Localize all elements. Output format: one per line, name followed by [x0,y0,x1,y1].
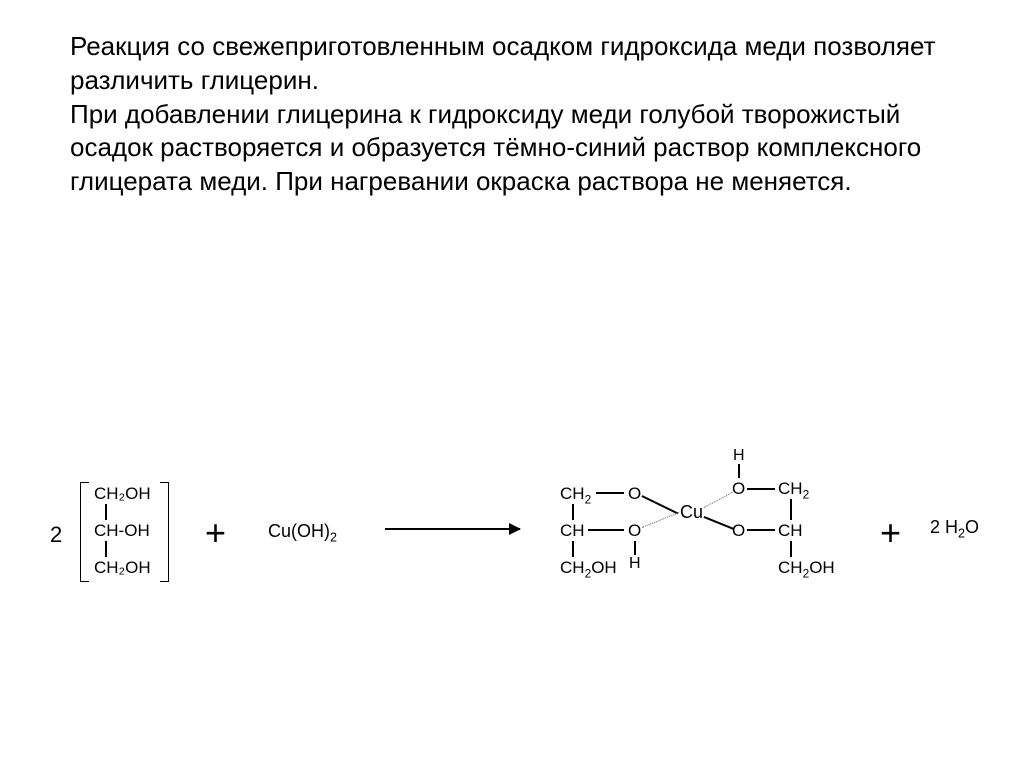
description-text: Реакция со свежеприготовленным осадком г… [70,30,950,199]
bond-pr1 [790,499,792,520]
cu-oh2: Cu(OH)2 [268,522,337,540]
O-br: O [732,522,745,539]
prod-l2: CH [560,522,585,539]
bond-pl1 [572,504,574,520]
bond-o-cu-tl [642,495,679,514]
bond-o-ch-r [747,529,775,531]
reaction-arrow [385,528,520,530]
bond-pr2 [790,541,792,557]
bracket-left-open [80,482,89,582]
cu-center: Cu [680,503,703,521]
paragraph-1: Реакция со свежеприготовленным осадком г… [70,31,936,95]
bond-ch-o-l [588,529,624,531]
O-tl: O [628,485,641,502]
chemical-reaction: 2 CH₂OH CH-OH CH₂OH + Cu(OH)2 CH2 CH CH2… [50,430,990,670]
bond-pl2 [572,541,574,557]
H-bottom: H [629,556,641,572]
glycerol-l2: CH-OH [94,522,150,539]
prod-l3: CH2OH [560,559,617,576]
prod-r2: CH [778,522,803,539]
bond-o-ch2-r [747,488,775,490]
prod-r1: CH2 [778,480,809,497]
prod-l1: CH2 [560,485,591,502]
water: 2 H2O [930,518,979,536]
bond-cu-o-br [704,516,734,529]
bond-o-cu-bl [642,512,679,528]
coef-left: 2 [50,522,62,548]
H-top: H [733,448,745,464]
bond-g1 [105,504,107,520]
glycerol-l1: CH₂OH [94,485,151,502]
glycerol-l3: CH₂OH [94,559,151,576]
O-bl: O [628,522,641,539]
bond-oh-b [634,541,636,555]
bond-cu-o-tr [704,492,733,508]
paragraph-2: При добавлении глицерина к гидроксиду ме… [70,99,921,197]
plus-2: + [880,512,901,554]
O-tr: O [732,480,745,497]
plus-1: + [205,512,226,554]
bond-ch2-o-l [596,492,624,494]
prod-r3: CH2OH [778,559,835,576]
bracket-left-close [160,482,169,582]
bond-oh-t [738,464,740,478]
bond-g2 [105,541,107,557]
